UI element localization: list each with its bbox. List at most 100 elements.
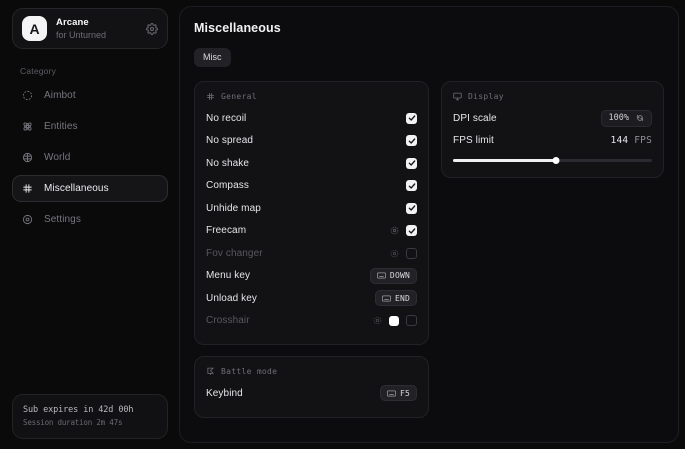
row-label: No shake [206, 157, 250, 169]
profile-name: Arcane [56, 16, 89, 28]
row-label: Freecam [206, 225, 247, 237]
sliders-icon [206, 92, 215, 101]
battle-mode-panel-title: Battle mode [221, 367, 278, 376]
keycap-label: DOWN [389, 271, 410, 281]
row-battle-keybind[interactable]: Keybind F5 [206, 382, 417, 405]
sliders-icon [22, 183, 35, 194]
row-no-spread[interactable]: No spread [206, 130, 417, 153]
checkbox-no-spread[interactable] [406, 135, 417, 147]
keybind-unload-key[interactable]: END [374, 290, 417, 307]
session-duration: Session duration 2m 47s [23, 418, 123, 427]
checkbox-no-recoil[interactable] [406, 112, 417, 124]
gear-icon[interactable] [373, 316, 382, 325]
row-crosshair[interactable]: Crosshair [206, 310, 417, 333]
crosshair-icon [22, 90, 35, 101]
subscription-status: Sub expires in 42d 00h [23, 405, 134, 415]
row-label: Keybind [206, 387, 243, 399]
page-title: Miscellaneous [194, 21, 281, 35]
row-fps-limit[interactable]: FPS limit 144 FPS [453, 130, 652, 153]
keybind-menu-key[interactable]: DOWN [369, 267, 417, 284]
gear-icon [22, 214, 35, 225]
keyboard-icon [381, 295, 391, 302]
status-card: Sub expires in 42d 00h Session duration … [12, 394, 168, 439]
row-controls: F5 [379, 385, 417, 402]
panel-columns: General No recoil No spread [194, 81, 664, 418]
checkbox-no-shake[interactable] [406, 157, 417, 169]
sidebar-item-label: Entities [44, 121, 78, 132]
display-panel-header: Display [453, 92, 652, 101]
color-swatch-crosshair[interactable] [389, 315, 399, 326]
sidebar-item-settings[interactable]: Settings [12, 206, 168, 233]
slider-fill [453, 158, 557, 162]
row-dpi-scale[interactable]: DPI scale 100% [453, 107, 652, 130]
row-controls [406, 157, 417, 169]
gear-icon[interactable] [390, 249, 399, 258]
display-panel: Display DPI scale 100% [441, 81, 664, 178]
row-fov-changer[interactable]: Fov changer [206, 242, 417, 265]
profile-text: Arcane for Unturned [56, 17, 137, 41]
row-compass[interactable]: Compass [206, 175, 417, 198]
row-controls: END [374, 290, 417, 307]
dpi-scale-badge[interactable]: 100% [600, 109, 652, 127]
row-label: DPI scale [453, 112, 497, 124]
checkbox-unhide-map[interactable] [406, 202, 417, 214]
checkbox-fov-changer[interactable] [406, 247, 417, 259]
sidebar-item-aimbot[interactable]: Aimbot [12, 82, 168, 109]
sidebar-item-label: Settings [44, 214, 81, 225]
flag-icon [206, 367, 215, 376]
globe-icon [22, 152, 35, 163]
slider-knob[interactable] [552, 156, 560, 164]
battle-mode-panel-header: Battle mode [206, 367, 417, 376]
fps-limit-slider[interactable] [453, 155, 652, 165]
fps-limit-value: 144 FPS [611, 135, 652, 146]
row-label: No recoil [206, 112, 247, 124]
keycap-label: F5 [399, 388, 410, 398]
display-panel-title: Display [468, 92, 504, 101]
row-freecam[interactable]: Freecam [206, 220, 417, 243]
row-label: Unhide map [206, 202, 261, 214]
sidebar: A Arcane for Unturned Category [6, 6, 174, 443]
checkbox-crosshair[interactable] [406, 315, 417, 327]
row-controls [406, 135, 417, 147]
row-label: Compass [206, 180, 249, 192]
tab-misc[interactable]: Misc [194, 48, 231, 67]
dpi-scale-value: 100% [608, 113, 629, 124]
row-menu-key[interactable]: Menu key DOWN [206, 265, 417, 288]
main-content: Miscellaneous Misc General [179, 6, 679, 443]
row-unhide-map[interactable]: Unhide map [206, 197, 417, 220]
row-label: Menu key [206, 270, 251, 282]
sidebar-item-label: Miscellaneous [44, 183, 109, 194]
profile-card[interactable]: A Arcane for Unturned [12, 8, 168, 49]
gear-icon[interactable] [390, 226, 399, 235]
row-controls [390, 225, 417, 237]
sidebar-item-miscellaneous[interactable]: Miscellaneous [12, 175, 168, 202]
row-unload-key[interactable]: Unload key END [206, 287, 417, 310]
row-label: Crosshair [206, 315, 250, 327]
row-controls: 100% [600, 109, 652, 127]
row-controls [406, 180, 417, 192]
row-no-recoil[interactable]: No recoil [206, 107, 417, 130]
refresh-icon[interactable] [636, 114, 644, 122]
keycap-label: END [394, 293, 410, 303]
tab-bar: Misc [194, 48, 664, 67]
checkbox-freecam[interactable] [406, 225, 417, 237]
left-column: General No recoil No spread [194, 81, 429, 418]
row-label: Fov changer [206, 247, 263, 259]
sidebar-item-world[interactable]: World [12, 144, 168, 171]
row-controls [390, 247, 417, 259]
sidebar-item-label: World [44, 152, 71, 163]
row-label: No spread [206, 135, 254, 147]
avatar-letter: A [29, 20, 40, 37]
row-label: Unload key [206, 292, 258, 304]
sidebar-item-entities[interactable]: Entities [12, 113, 168, 140]
row-controls: 144 FPS [611, 135, 652, 146]
category-label: Category [20, 66, 57, 76]
fps-limit-number: 144 [610, 135, 629, 147]
row-label: FPS limit [453, 135, 494, 147]
checkbox-compass[interactable] [406, 180, 417, 192]
keybind-battle-mode[interactable]: F5 [379, 385, 417, 402]
row-controls: DOWN [369, 267, 417, 284]
gear-icon[interactable] [146, 22, 158, 35]
fps-limit-unit: FPS [634, 135, 652, 147]
row-no-shake[interactable]: No shake [206, 152, 417, 175]
